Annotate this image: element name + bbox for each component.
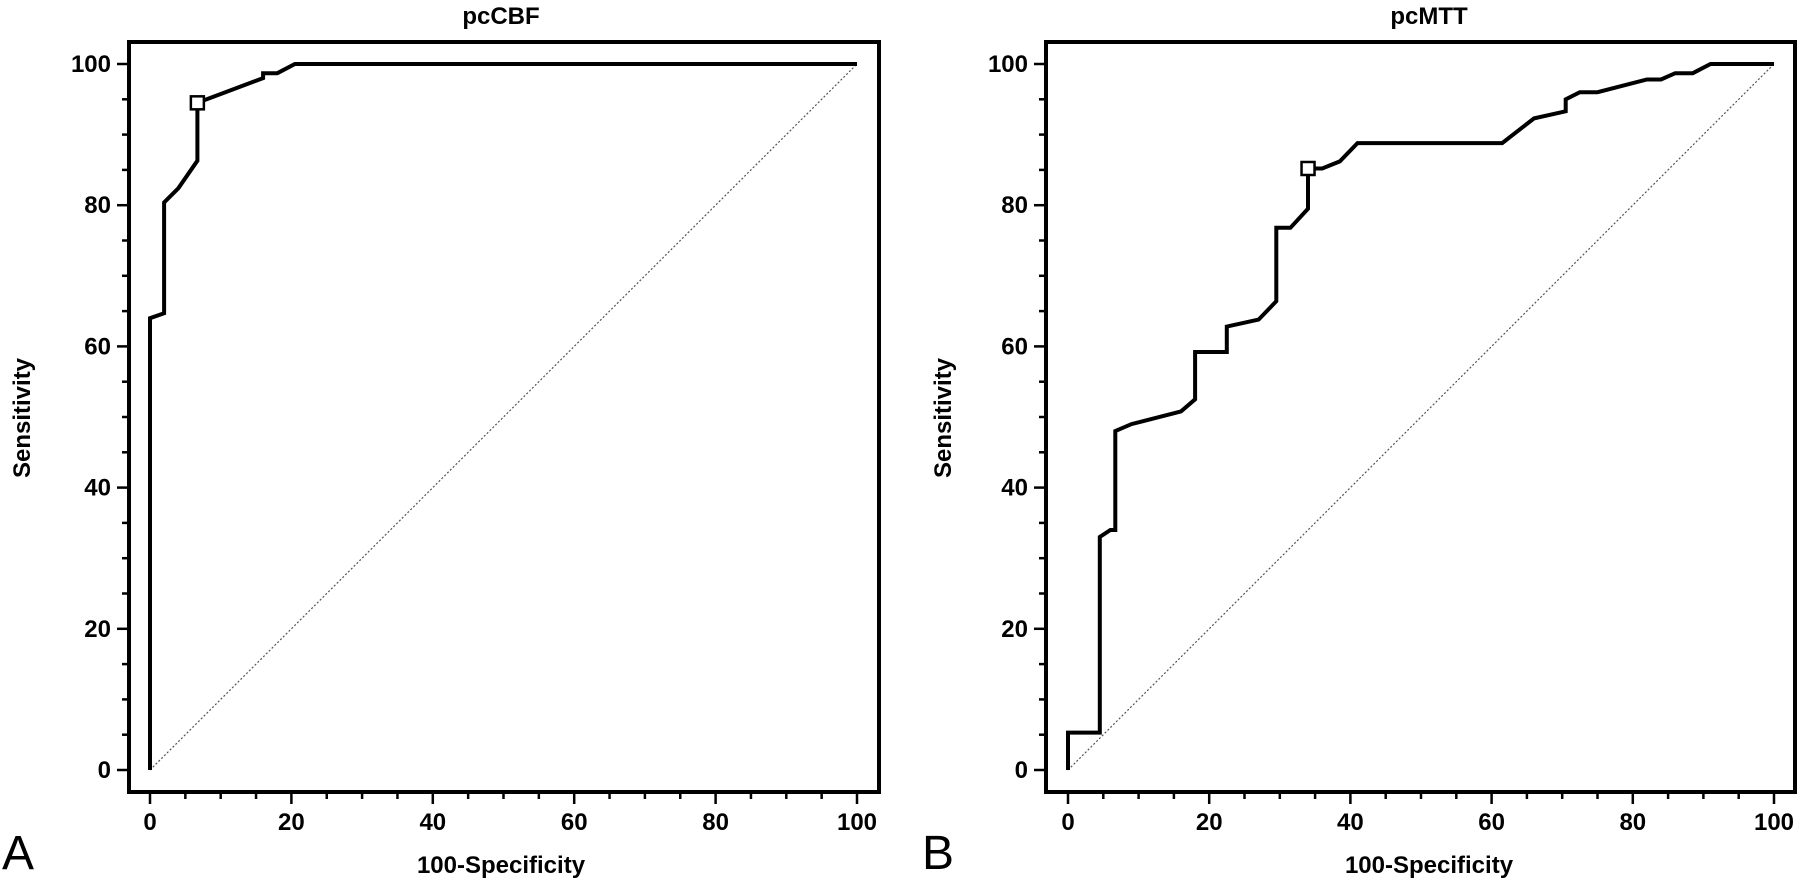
panel-a-plot: 0 20 40 60 80 100 0 20 40 60 80 100 [71, 40, 881, 836]
panel-b-plot: 0 20 40 60 80 100 0 20 40 60 80 100 [988, 40, 1797, 836]
panel-a-title: pcCBF [462, 3, 539, 30]
panel-b-ylabel: Sensitivity [930, 357, 957, 478]
panel-a-x-tick-label: 60 [561, 809, 588, 836]
panel-a-roc-curve [148, 62, 857, 770]
panel-b-x-tick-label: 40 [1337, 809, 1364, 836]
panel-a-y-tick-label: 60 [84, 333, 111, 360]
panel-a-y-tick-label: 100 [71, 51, 111, 78]
panel-a-y-tick-label: 80 [84, 192, 111, 219]
panel-b-y-tick-label: 40 [1001, 475, 1028, 502]
panel-a-y-tick-label: 40 [84, 475, 111, 502]
panel-a-reference-line [149, 63, 858, 771]
panel-b-title: pcMTT [1390, 3, 1468, 30]
panel-b-x-tick-label: 100 [1754, 809, 1794, 836]
panel-a-cutoff-marker [189, 95, 206, 111]
panel-b-xlabel: 100-Specificity [1345, 852, 1514, 879]
panel-b-y-tick-label: 80 [1001, 192, 1028, 219]
panel-a-x-tick-label: 80 [702, 809, 729, 836]
panel-b-cutoff-marker [1300, 160, 1316, 177]
panel-b-letter: B [922, 827, 954, 880]
panel-a: pcCBF 100-Specificity Sensitivity A 0 20 4… [2, 3, 881, 880]
panel-a-x-tick-label: 100 [837, 809, 877, 836]
panel-a-x-tick-label: 0 [143, 809, 156, 836]
panel-b-roc-curve [1066, 62, 1774, 770]
panel-a-letter: A [2, 827, 34, 880]
panel-b-x-tick-label: 0 [1061, 809, 1074, 836]
panel-a-ylabel: Sensitivity [9, 357, 36, 478]
panel-b-y-tick-label: 60 [1001, 333, 1028, 360]
panel-b-reference-line [1067, 63, 1775, 771]
panel-b-y-tick-label: 0 [1015, 757, 1028, 784]
panel-a-plot-frame [127, 40, 881, 794]
panel-a-x-tick-label: 20 [278, 809, 305, 836]
panel-b: pcMTT 100-Specificity Sensitivity B 0 20 4… [922, 3, 1797, 880]
panel-b-x-tick-label: 80 [1619, 809, 1646, 836]
panel-b-y-tick-label: 20 [1001, 616, 1028, 643]
panel-b-x-tick-label: 60 [1478, 809, 1505, 836]
panel-b-x-tick-label: 20 [1196, 809, 1223, 836]
panel-b-y-tick-label: 100 [988, 51, 1028, 78]
panel-a-y-tick-label: 20 [84, 616, 111, 643]
panel-a-x-tick-label: 40 [419, 809, 446, 836]
panel-a-xlabel: 100-Specificity [417, 852, 586, 879]
panel-a-y-tick-label: 0 [98, 757, 111, 784]
